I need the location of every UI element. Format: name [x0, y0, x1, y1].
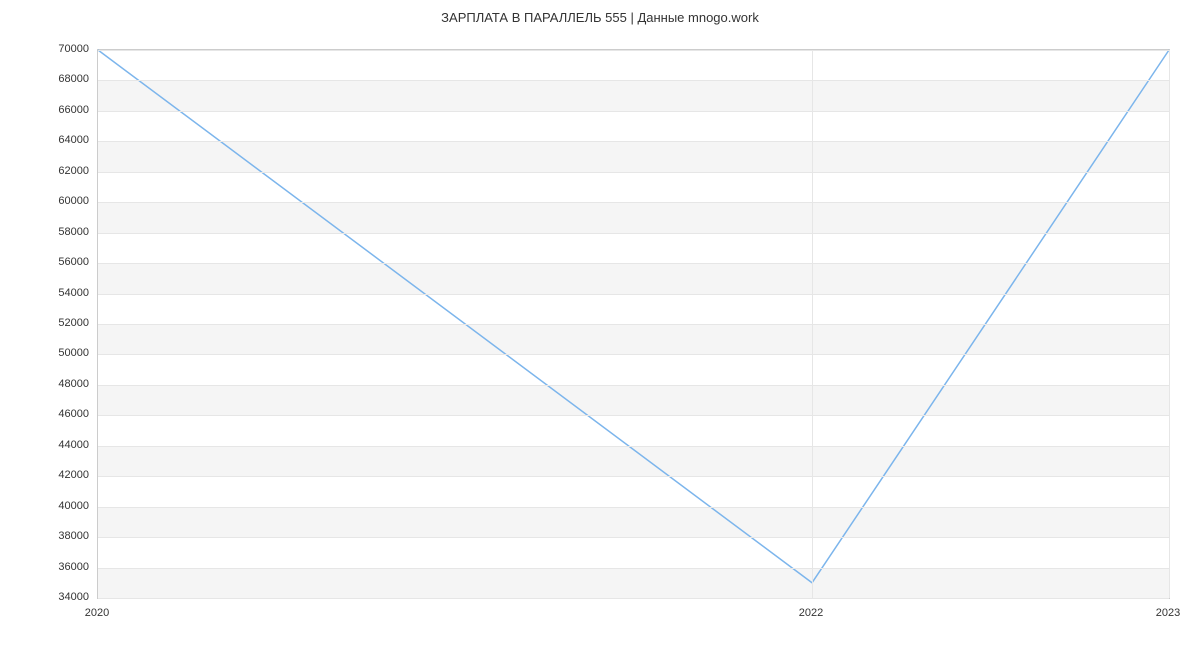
gridline-horizontal [98, 172, 1169, 173]
x-axis-tick-label: 2022 [799, 607, 823, 619]
gridline-horizontal [98, 50, 1169, 51]
chart-title: ЗАРПЛАТА В ПАРАЛЛЕЛЬ 555 | Данные mnogo.… [0, 10, 1200, 25]
y-axis-tick-label: 64000 [47, 134, 89, 146]
gridline-horizontal [98, 476, 1169, 477]
gridline-horizontal [98, 263, 1169, 264]
plot-area [97, 49, 1170, 599]
gridline-horizontal [98, 294, 1169, 295]
gridline-horizontal [98, 202, 1169, 203]
y-axis-tick-label: 46000 [47, 408, 89, 420]
gridline-vertical [1169, 50, 1170, 598]
y-axis-tick-label: 62000 [47, 165, 89, 177]
gridline-horizontal [98, 80, 1169, 81]
gridline-horizontal [98, 141, 1169, 142]
y-axis-tick-label: 56000 [47, 256, 89, 268]
y-axis-tick-label: 70000 [47, 43, 89, 55]
gridline-horizontal [98, 507, 1169, 508]
y-axis-tick-label: 52000 [47, 317, 89, 329]
gridline-horizontal [98, 385, 1169, 386]
y-axis-tick-label: 38000 [47, 530, 89, 542]
gridline-horizontal [98, 568, 1169, 569]
gridline-horizontal [98, 233, 1169, 234]
x-axis-tick-label: 2020 [85, 607, 109, 619]
y-axis-tick-label: 66000 [47, 104, 89, 116]
gridline-horizontal [98, 111, 1169, 112]
salary-line-chart: ЗАРПЛАТА В ПАРАЛЛЕЛЬ 555 | Данные mnogo.… [0, 0, 1200, 650]
y-axis-tick-label: 60000 [47, 195, 89, 207]
gridline-horizontal [98, 415, 1169, 416]
y-axis-tick-label: 36000 [47, 561, 89, 573]
y-axis-tick-label: 48000 [47, 378, 89, 390]
gridline-horizontal [98, 324, 1169, 325]
y-axis-tick-label: 34000 [47, 591, 89, 603]
y-axis-tick-label: 50000 [47, 347, 89, 359]
y-axis-tick-label: 42000 [47, 469, 89, 481]
y-axis-tick-label: 44000 [47, 439, 89, 451]
y-axis-tick-label: 58000 [47, 226, 89, 238]
y-axis-tick-label: 54000 [47, 287, 89, 299]
gridline-horizontal [98, 354, 1169, 355]
gridline-horizontal [98, 446, 1169, 447]
y-axis-tick-label: 40000 [47, 500, 89, 512]
x-axis-tick-label: 2023 [1156, 607, 1180, 619]
gridline-horizontal [98, 598, 1169, 599]
y-axis-tick-label: 68000 [47, 73, 89, 85]
gridline-horizontal [98, 537, 1169, 538]
gridline-vertical [812, 50, 813, 598]
series-line-salary [98, 50, 1169, 583]
